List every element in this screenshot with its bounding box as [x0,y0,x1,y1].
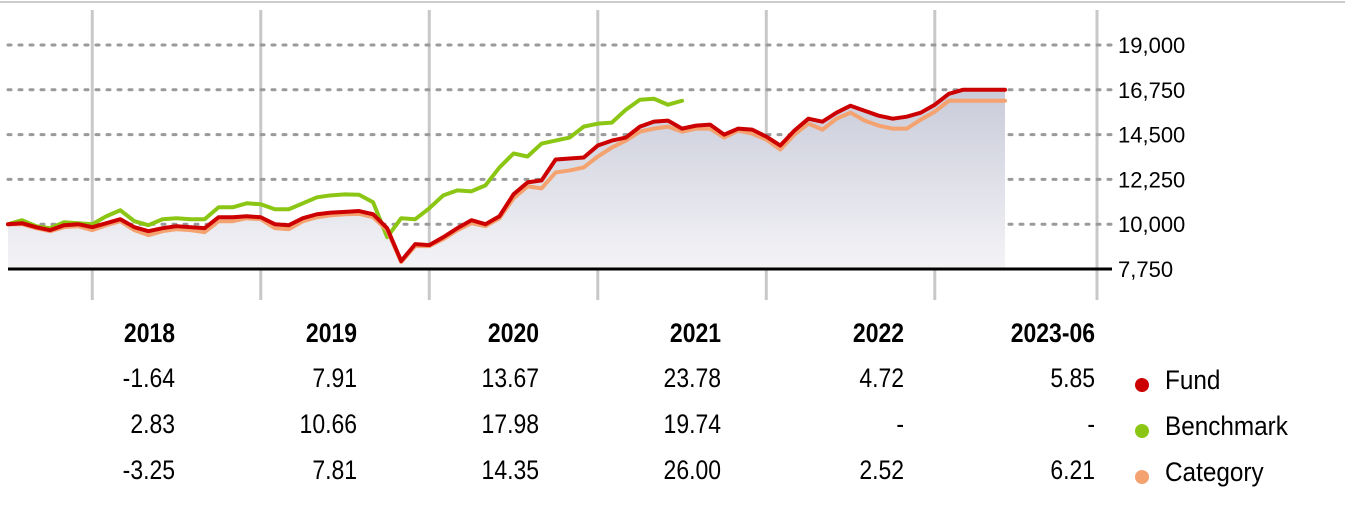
table-cell: 23.78 [663,363,721,393]
legend-item-benchmark: Benchmark [1135,409,1345,449]
y-tick-label: 7,750 [1118,257,1173,282]
legend-label: Fund [1165,365,1221,395]
year-header: 2022 [852,318,904,348]
table-cell: 19.74 [663,409,721,439]
legend-item-fund: Fund [1135,363,1345,403]
year-header: 2023-06 [1010,318,1095,348]
y-tick-label: 10,000 [1118,212,1185,237]
table-cell: -3.25 [122,455,175,485]
year-header: 2021 [669,318,721,348]
y-tick-label: 12,250 [1118,167,1185,192]
legend-label: Benchmark [1165,411,1288,441]
table-row-fund: -1.64 7.91 13.67 23.78 4.72 5.85 Fund [0,363,1345,403]
legend-label: Category [1165,457,1264,487]
legend-item-category: Category [1135,455,1345,495]
series-layer [6,87,1007,265]
y-tick-label: 16,750 [1118,78,1185,103]
year-header: 2020 [487,318,539,348]
table-cell: 2.52 [859,455,904,485]
table-row-benchmark: 2.83 10.66 17.98 19.74 - - Benchmark [0,409,1345,449]
table-cell: - [896,409,904,439]
growth-chart: 19,000 16,750 14,500 12,250 10,000 7,750 [0,1,1345,300]
table-cell: - [1087,409,1095,439]
table-cell: 17.98 [481,409,539,439]
table-header-row: 2018 2019 2020 2021 2022 2023-06 [0,318,1345,358]
series-line-benchmark [6,96,685,240]
y-tick-labels: 19,000 16,750 14,500 12,250 10,000 7,750 [1118,33,1185,282]
y-tick-label: 19,000 [1118,33,1185,58]
table-cell: 26.00 [663,455,721,485]
series-line-fund [6,87,1007,264]
year-header: 2019 [305,318,357,348]
table-cell: 5.85 [1050,363,1095,393]
table-cell: -1.64 [122,363,175,393]
table-cell: 14.35 [481,455,539,485]
legend-dot-category [1135,470,1149,484]
table-row-category: -3.25 7.81 14.35 26.00 2.52 6.21 Categor… [0,455,1345,495]
table-cell: 7.81 [312,455,357,485]
table-cell: 7.91 [312,363,357,393]
table-cell: 6.21 [1050,455,1095,485]
legend-dot-benchmark [1135,424,1149,438]
y-tick-label: 14,500 [1118,123,1185,148]
table-cell: 2.83 [130,409,175,439]
table-cell: 10.66 [299,409,357,439]
legend-dot-fund [1135,378,1149,392]
year-header: 2018 [123,318,175,348]
table-cell: 4.72 [859,363,904,393]
table-cell: 13.67 [481,363,539,393]
